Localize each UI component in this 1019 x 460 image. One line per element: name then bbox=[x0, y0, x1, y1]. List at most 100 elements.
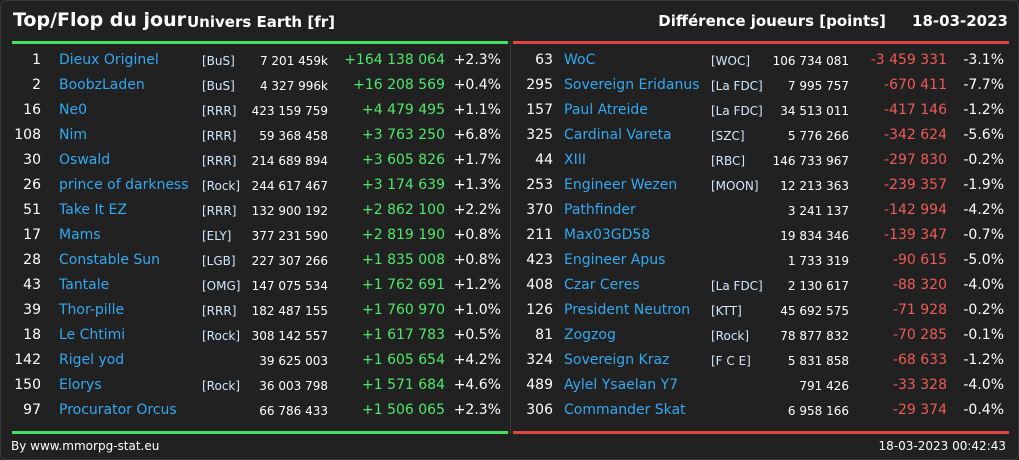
alliance-tag[interactable]: [LGB] bbox=[202, 254, 236, 268]
player-name-link[interactable]: Engineer Wezen bbox=[564, 177, 678, 193]
percent-change: -1.2% bbox=[963, 352, 1004, 368]
player-points: 59 368 458 bbox=[259, 129, 328, 143]
alliance-tag[interactable]: [WOC] bbox=[711, 54, 751, 68]
points-difference: -70 285 bbox=[892, 327, 947, 343]
percent-change: +6.8% bbox=[453, 127, 501, 143]
player-rank: 16 bbox=[23, 102, 41, 118]
alliance-tag[interactable]: [Rock] bbox=[202, 379, 241, 393]
player-rank: 126 bbox=[526, 302, 553, 318]
player-name-link[interactable]: Oswald bbox=[59, 152, 111, 168]
player-name-link[interactable]: Tantale bbox=[59, 277, 110, 293]
percent-change: +1.2% bbox=[453, 277, 501, 293]
alliance-tag[interactable]: [BuS] bbox=[202, 54, 235, 68]
player-name-link[interactable]: Paul Atreide bbox=[564, 102, 648, 118]
alliance-tag[interactable]: [RRR] bbox=[202, 304, 237, 318]
points-difference: +3 605 826 bbox=[362, 152, 445, 168]
points-difference: -90 615 bbox=[892, 252, 947, 268]
player-name-link[interactable]: Nim bbox=[59, 127, 87, 143]
player-name-link[interactable]: WoC bbox=[564, 52, 596, 68]
player-name-link[interactable]: Take It EZ bbox=[59, 202, 127, 218]
metric-label: Différence joueurs [points] bbox=[658, 12, 886, 30]
player-name-link[interactable]: Cardinal Vareta bbox=[564, 127, 672, 143]
player-name-link[interactable]: Aylel Ysaelan Y7 bbox=[564, 377, 679, 393]
table-row: 51 Take It EZ [RRR] 132 900 192 +2 862 100 +2… bbox=[1, 198, 510, 223]
player-name-link[interactable]: Czar Ceres bbox=[564, 277, 640, 293]
percent-change: -0.1% bbox=[963, 327, 1004, 343]
player-points: 423 159 759 bbox=[251, 104, 328, 118]
points-difference: -29 374 bbox=[892, 402, 947, 418]
player-name-link[interactable]: Procurator Orcus bbox=[59, 402, 177, 418]
alliance-tag[interactable]: [Rock] bbox=[202, 329, 241, 343]
player-name-link[interactable]: Thor-pille bbox=[59, 302, 125, 318]
player-points: 791 426 bbox=[799, 379, 849, 393]
player-name-link[interactable]: Zogzog bbox=[564, 327, 616, 343]
player-rank: 324 bbox=[526, 352, 553, 368]
points-difference: +4 479 495 bbox=[362, 102, 445, 118]
table-row: 81 Zogzog [Rock] 78 877 832 -70 285 -0.1% bbox=[511, 323, 1019, 348]
alliance-tag[interactable]: [RRR] bbox=[202, 129, 237, 143]
player-name-link[interactable]: Pathfinder bbox=[564, 202, 636, 218]
table-row: 44 XIII [RBC] 146 733 967 -297 830 -0.2% bbox=[511, 148, 1019, 173]
player-name-link[interactable]: Constable Sun bbox=[59, 252, 161, 268]
alliance-tag[interactable]: [Rock] bbox=[202, 179, 241, 193]
player-name-link[interactable]: Ne0 bbox=[59, 102, 87, 118]
player-rank: 18 bbox=[23, 327, 41, 343]
percent-change: +2.3% bbox=[453, 402, 501, 418]
bottom-divider-red bbox=[513, 431, 1009, 434]
player-name-link[interactable]: Le Chtimi bbox=[59, 327, 126, 343]
points-difference: -71 928 bbox=[892, 302, 947, 318]
player-rank: 1 bbox=[32, 52, 41, 68]
points-difference: -142 994 bbox=[884, 202, 947, 218]
player-name-link[interactable]: President Neutron bbox=[564, 302, 691, 318]
table-row: 16 Ne0 [RRR] 423 159 759 +4 479 495 +1.1% bbox=[1, 98, 510, 123]
player-name-link[interactable]: Engineer Apus bbox=[564, 252, 666, 268]
player-name-link[interactable]: Sovereign Kraz bbox=[564, 352, 670, 368]
alliance-tag[interactable]: [RBC] bbox=[711, 154, 746, 168]
player-name-link[interactable]: Dieux Originel bbox=[59, 52, 159, 68]
points-difference: -88 320 bbox=[892, 277, 947, 293]
percent-change: -0.4% bbox=[963, 402, 1004, 418]
alliance-tag[interactable]: [BuS] bbox=[202, 79, 235, 93]
percent-change: -7.7% bbox=[963, 77, 1004, 93]
alliance-tag[interactable]: [Rock] bbox=[711, 329, 750, 343]
percent-change: -5.6% bbox=[963, 127, 1004, 143]
table-row: 489 Aylel Ysaelan Y7 791 426 -33 328 -4.0% bbox=[511, 373, 1019, 398]
player-points: 7 995 757 bbox=[787, 79, 849, 93]
table-row: 370 Pathfinder 3 241 137 -142 994 -4.2% bbox=[511, 198, 1019, 223]
alliance-tag[interactable]: [RRR] bbox=[202, 154, 237, 168]
table-row: 126 President Neutron [KTT] 45 692 575 -71 9… bbox=[511, 298, 1019, 323]
points-difference: -3 459 331 bbox=[870, 52, 947, 68]
alliance-tag[interactable]: [La FDC] bbox=[711, 279, 763, 293]
percent-change: -0.7% bbox=[963, 227, 1004, 243]
alliance-tag[interactable]: [KTT] bbox=[711, 304, 742, 318]
player-name-link[interactable]: prince of darkness bbox=[59, 177, 189, 193]
alliance-tag[interactable]: [La FDC] bbox=[711, 79, 763, 93]
table-row: 157 Paul Atreide [La FDC] 34 513 011 -417 14… bbox=[511, 98, 1019, 123]
player-points: 45 692 575 bbox=[780, 304, 849, 318]
alliance-tag[interactable]: [OMG] bbox=[202, 279, 241, 293]
alliance-tag[interactable]: [F C E] bbox=[711, 354, 751, 368]
page-title: Top/Flop du jour bbox=[13, 9, 186, 31]
bottom-divider-green bbox=[12, 431, 508, 434]
alliance-tag[interactable]: [RRR] bbox=[202, 204, 237, 218]
alliance-tag[interactable]: [SZC] bbox=[711, 129, 745, 143]
alliance-tag[interactable]: [La FDC] bbox=[711, 104, 763, 118]
player-name-link[interactable]: Commander Skat bbox=[564, 402, 686, 418]
player-points: 4 327 996k bbox=[259, 79, 328, 93]
player-name-link[interactable]: Rigel yod bbox=[59, 352, 125, 368]
player-name-link[interactable]: Sovereign Eridanus bbox=[564, 77, 700, 93]
player-name-link[interactable]: XIII bbox=[564, 152, 586, 168]
alliance-tag[interactable]: [MOON] bbox=[711, 179, 759, 193]
player-name-link[interactable]: Mams bbox=[59, 227, 101, 243]
alliance-tag[interactable]: [ELY] bbox=[202, 229, 232, 243]
player-rank: 44 bbox=[535, 152, 553, 168]
player-name-link[interactable]: BoobzLaden bbox=[59, 77, 145, 93]
player-name-link[interactable]: Max03GD58 bbox=[564, 227, 651, 243]
top-gainers-list: 1 Dieux Originel [BuS] 7 201 459k +164 138 0… bbox=[1, 48, 510, 423]
alliance-tag[interactable]: [RRR] bbox=[202, 104, 237, 118]
points-difference: -139 347 bbox=[884, 227, 947, 243]
points-difference: -670 411 bbox=[884, 77, 947, 93]
player-rank: 325 bbox=[526, 127, 553, 143]
player-name-link[interactable]: Elorys bbox=[59, 377, 102, 393]
